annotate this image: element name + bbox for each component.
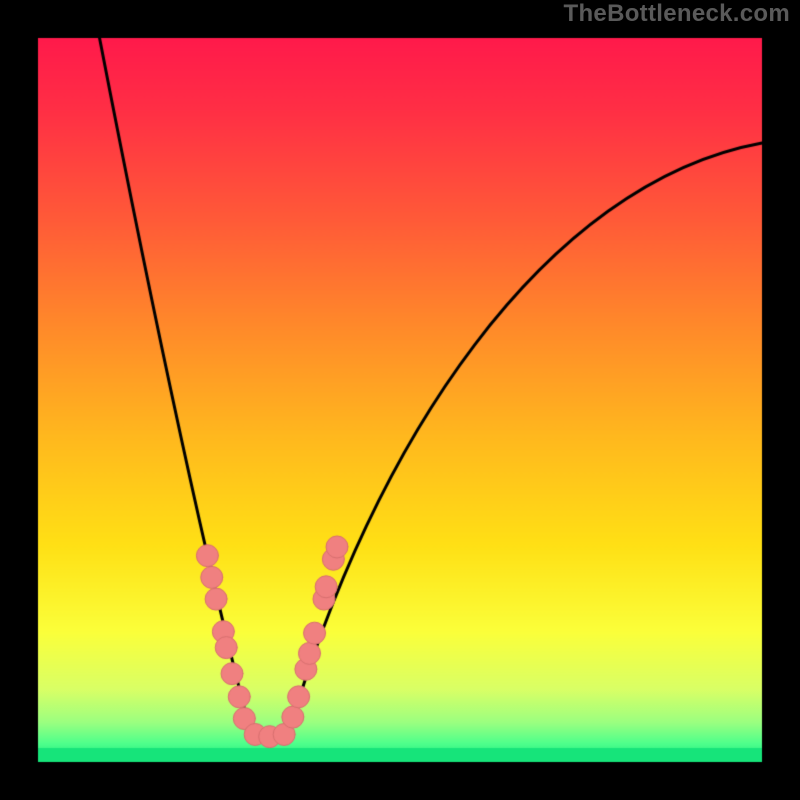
bottleneck-chart-canvas bbox=[0, 0, 800, 800]
watermark-text: TheBottleneck.com bbox=[564, 0, 790, 28]
chart-stage: TheBottleneck.com bbox=[0, 0, 800, 800]
